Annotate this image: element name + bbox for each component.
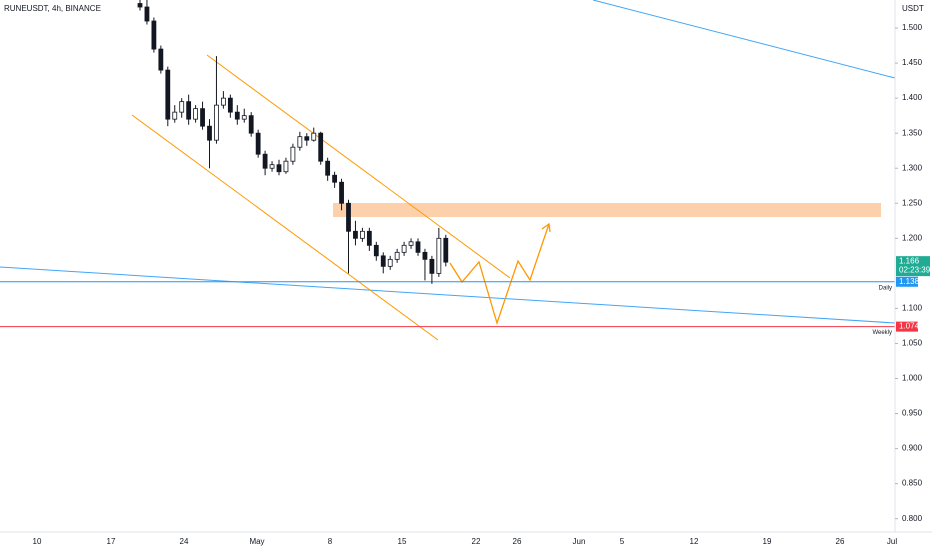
candle-body	[304, 136, 310, 141]
last-price-label: 1.166	[899, 256, 920, 265]
supply-zone	[333, 203, 881, 217]
candle-body	[290, 146, 296, 162]
candle-body	[297, 136, 303, 148]
x-tick-label: 22	[472, 537, 481, 546]
candle-body	[366, 230, 372, 246]
trend-line	[592, 0, 896, 79]
y-tick-label: 1.000	[902, 374, 923, 383]
candle-body	[144, 6, 150, 22]
chart-title: RUNEUSDT, 4h, BINANCE	[4, 4, 101, 13]
candle-body	[394, 251, 400, 260]
y-tick-label: 0.900	[902, 444, 923, 453]
candle-body	[241, 115, 247, 120]
countdown: 02:23:39	[899, 265, 931, 274]
candle-body	[332, 174, 338, 183]
level-label: Weekly	[872, 330, 892, 336]
candle-body	[401, 244, 407, 253]
candle-body	[269, 164, 275, 169]
level-tag	[896, 321, 918, 332]
trend-line	[0, 266, 896, 324]
x-tick-label: 8	[328, 537, 333, 546]
y-tick-label: 1.300	[902, 163, 923, 172]
candle-body	[165, 69, 171, 120]
level-tag	[896, 276, 918, 287]
last-price-tag	[896, 256, 930, 277]
x-tick-label: 10	[33, 537, 42, 546]
candle-body	[380, 255, 386, 267]
x-tick-label: May	[249, 537, 264, 546]
candle-body	[158, 48, 164, 71]
candle-body	[353, 230, 358, 239]
x-tick-label: 17	[107, 537, 116, 546]
candle-body	[137, 3, 143, 8]
y-tick-label: 1.450	[902, 58, 923, 67]
candle-body	[373, 244, 379, 257]
x-tick-label: Jun	[573, 537, 586, 546]
candle-body	[325, 160, 331, 176]
candle-body	[318, 132, 324, 162]
level-label: Daily	[879, 285, 892, 291]
x-tick-label: 26	[836, 537, 845, 546]
projection-path	[449, 223, 550, 326]
candle-body	[415, 241, 421, 253]
candle-body	[276, 164, 282, 173]
y-tick-label: 0.850	[902, 479, 923, 488]
candle-body	[193, 108, 199, 120]
x-tick-label: 26	[513, 537, 522, 546]
projection-arrow	[541, 222, 551, 233]
y-tick-label: 0.800	[902, 514, 923, 523]
candle-body	[220, 97, 226, 106]
candle-body	[179, 101, 185, 113]
candle-body	[359, 230, 365, 239]
candle-body	[443, 237, 449, 263]
candle-body	[346, 202, 351, 232]
candle-body	[429, 258, 435, 274]
candle-body	[262, 153, 268, 169]
candle-body	[172, 111, 178, 120]
x-tick-label: Jul	[887, 537, 897, 546]
candle-body	[214, 104, 219, 141]
candle-body	[283, 160, 289, 173]
candle-body	[227, 97, 233, 113]
candle-body	[151, 20, 157, 50]
candle-body	[408, 241, 414, 246]
x-tick-label: 12	[690, 537, 699, 546]
candle-body	[339, 181, 344, 204]
channel-line	[206, 54, 511, 279]
candle-body	[248, 115, 254, 134]
y-tick-label: 1.350	[902, 128, 923, 137]
y-tick-label: 1.050	[902, 339, 923, 348]
y-tick-label: 0.950	[902, 409, 923, 418]
y-tick-label: 1.250	[902, 198, 923, 207]
y-tick-label: 1.400	[902, 93, 923, 102]
candle-body	[234, 111, 240, 120]
candle-body	[422, 251, 428, 260]
candle-body	[436, 237, 442, 274]
y-tick-label: 1.200	[902, 233, 923, 242]
candle-body	[207, 125, 212, 141]
x-tick-label: 24	[180, 537, 189, 546]
x-tick-label: 19	[763, 537, 772, 546]
candle-body	[387, 258, 393, 267]
candle-body	[200, 108, 205, 127]
candle-body	[186, 101, 192, 120]
x-tick-label: 5	[620, 537, 625, 546]
x-tick-label: 15	[398, 537, 407, 546]
level-tag-label: 1.138	[899, 277, 920, 286]
y-tick-label: 1.100	[902, 304, 923, 313]
candle-body	[311, 132, 317, 141]
y-tick-label: 1.500	[902, 23, 923, 32]
level-tag-label: 1.074	[899, 322, 920, 331]
candle-body	[255, 132, 261, 155]
channel-line	[131, 114, 439, 341]
axis-unit: USDT	[902, 4, 924, 13]
